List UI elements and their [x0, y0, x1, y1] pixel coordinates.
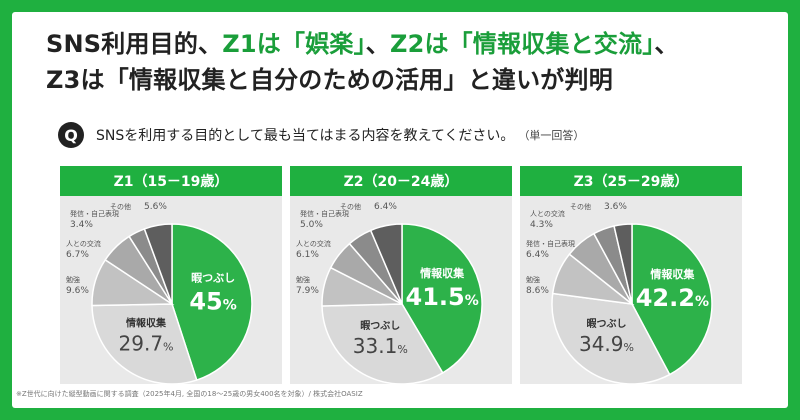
- slice-value: 41.5%: [406, 283, 479, 311]
- slice-label: 情報収集: [420, 266, 465, 280]
- slice-label: 人との交流: [530, 209, 565, 218]
- slice-value: 3.6%: [604, 202, 627, 212]
- slice-value: 33.1%: [353, 334, 408, 358]
- source-note: ※Z世代に向けた縦型動画に関する調査（2025年4月, 全国の18～25歳の男女…: [16, 390, 363, 398]
- slice-value: 3.4%: [70, 220, 93, 230]
- slice-label: 勉強: [296, 275, 310, 284]
- question-note: （単一回答）: [518, 129, 585, 142]
- headline-line-2: Z3は「情報収集と自分のための活用」と違いが判明: [46, 66, 613, 94]
- slice-label: 情報収集: [126, 316, 167, 329]
- slice-label: 人との交流: [296, 239, 331, 248]
- slice-label: 暇つぶし: [191, 271, 235, 284]
- headline-part: SNS利用目的、: [46, 30, 223, 58]
- slice-label: 発信・自己表現: [526, 239, 575, 248]
- slice-label: 情報収集: [650, 267, 695, 281]
- slice-label: 暇つぶし: [586, 318, 626, 330]
- headline-highlight: Z2は「情報収集と交流」: [389, 30, 655, 58]
- slice-label: その他: [570, 202, 591, 211]
- slice-label: 発信・自己表現: [300, 209, 349, 218]
- slice-value: 6.4%: [374, 202, 397, 212]
- chart-card-z3: Z3（25－29歳） 情報収集 42.2% 暇つぶし 34.9% 勉強 8.6% 発信・自己…: [520, 166, 742, 384]
- slice-value: 7.9%: [296, 286, 319, 296]
- pie-chart-z2: 情報収集 41.5% 暇つぶし 33.1% 勉強 7.9% 人との交流 6.1% 発信・自己表現…: [296, 202, 483, 384]
- slice-label: その他: [340, 202, 361, 211]
- pie-slice: [143, 223, 173, 305]
- headline-part: 、: [365, 30, 390, 58]
- question-row: Q SNSを利用する目的として最も当てはまる内容を教えてください。 （単一回答）: [58, 122, 584, 148]
- slice-value: 5.6%: [144, 202, 167, 212]
- slice-value: 34.9%: [579, 332, 634, 356]
- slice-label: 発信・自己表現: [70, 209, 119, 218]
- pie-slice: [631, 223, 713, 376]
- slice-value: 9.6%: [66, 286, 89, 296]
- slice-value: 6.1%: [296, 250, 319, 260]
- slice-value: 4.3%: [530, 220, 553, 230]
- slice-label: その他: [110, 202, 131, 211]
- headline-highlight: Z1は「娯楽」: [222, 30, 366, 58]
- headline-line-1: SNS利用目的、Z1は「娯楽」、Z2は「情報収集と交流」、: [46, 26, 766, 62]
- question-text: SNSを利用する目的として最も当てはまる内容を教えてください。: [96, 128, 515, 144]
- slice-label: 暇つぶし: [360, 320, 400, 332]
- question-icon: Q: [58, 122, 84, 148]
- pie-chart-z1: 暇つぶし 45% 情報収集 29.7% 勉強 9.6% 人との交流 6.7% 発信・自己表現 3.…: [66, 202, 253, 384]
- chart-card-z2: Z2（20－24歳） 情報収集 41.5% 暇つぶし 33.1% 勉強 7.9% 人との交流…: [290, 166, 512, 384]
- chart-title: Z3（25－29歳）: [520, 166, 742, 196]
- slice-value: 6.7%: [66, 250, 89, 260]
- slice-label: 人との交流: [66, 239, 101, 248]
- pie-slice: [613, 223, 633, 305]
- pie-slice: [401, 223, 483, 374]
- pie-chart-z3: 情報収集 42.2% 暇つぶし 34.9% 勉強 8.6% 発信・自己表現 6.4% 人との交流…: [526, 202, 713, 384]
- slice-value: 5.0%: [300, 220, 323, 230]
- headline-part: 、: [654, 30, 679, 58]
- pie-slice: [369, 223, 403, 305]
- slice-value: 45%: [189, 287, 236, 315]
- chart-title: Z1（15－19歳）: [60, 166, 282, 196]
- slice-value: 8.6%: [526, 286, 549, 296]
- chart-title: Z2（20－24歳）: [290, 166, 512, 196]
- slice-label: 勉強: [66, 275, 80, 284]
- slice-value: 29.7%: [119, 331, 174, 355]
- pie-slice: [551, 292, 671, 384]
- slice-label: 勉強: [526, 275, 540, 284]
- headline: SNS利用目的、Z1は「娯楽」、Z2は「情報収集と交流」、 Z3は「情報収集と自…: [46, 26, 766, 98]
- pie-slice: [91, 303, 198, 384]
- pie-slice: [171, 223, 253, 382]
- chart-card-z1: Z1（15－19歳） 暇つぶし 45% 情報収集 29.7% 勉強 9.6% 人との交流 6.…: [60, 166, 282, 384]
- pie-slice: [321, 303, 444, 384]
- slice-value: 42.2%: [636, 284, 709, 312]
- slice-value: 6.4%: [526, 250, 549, 260]
